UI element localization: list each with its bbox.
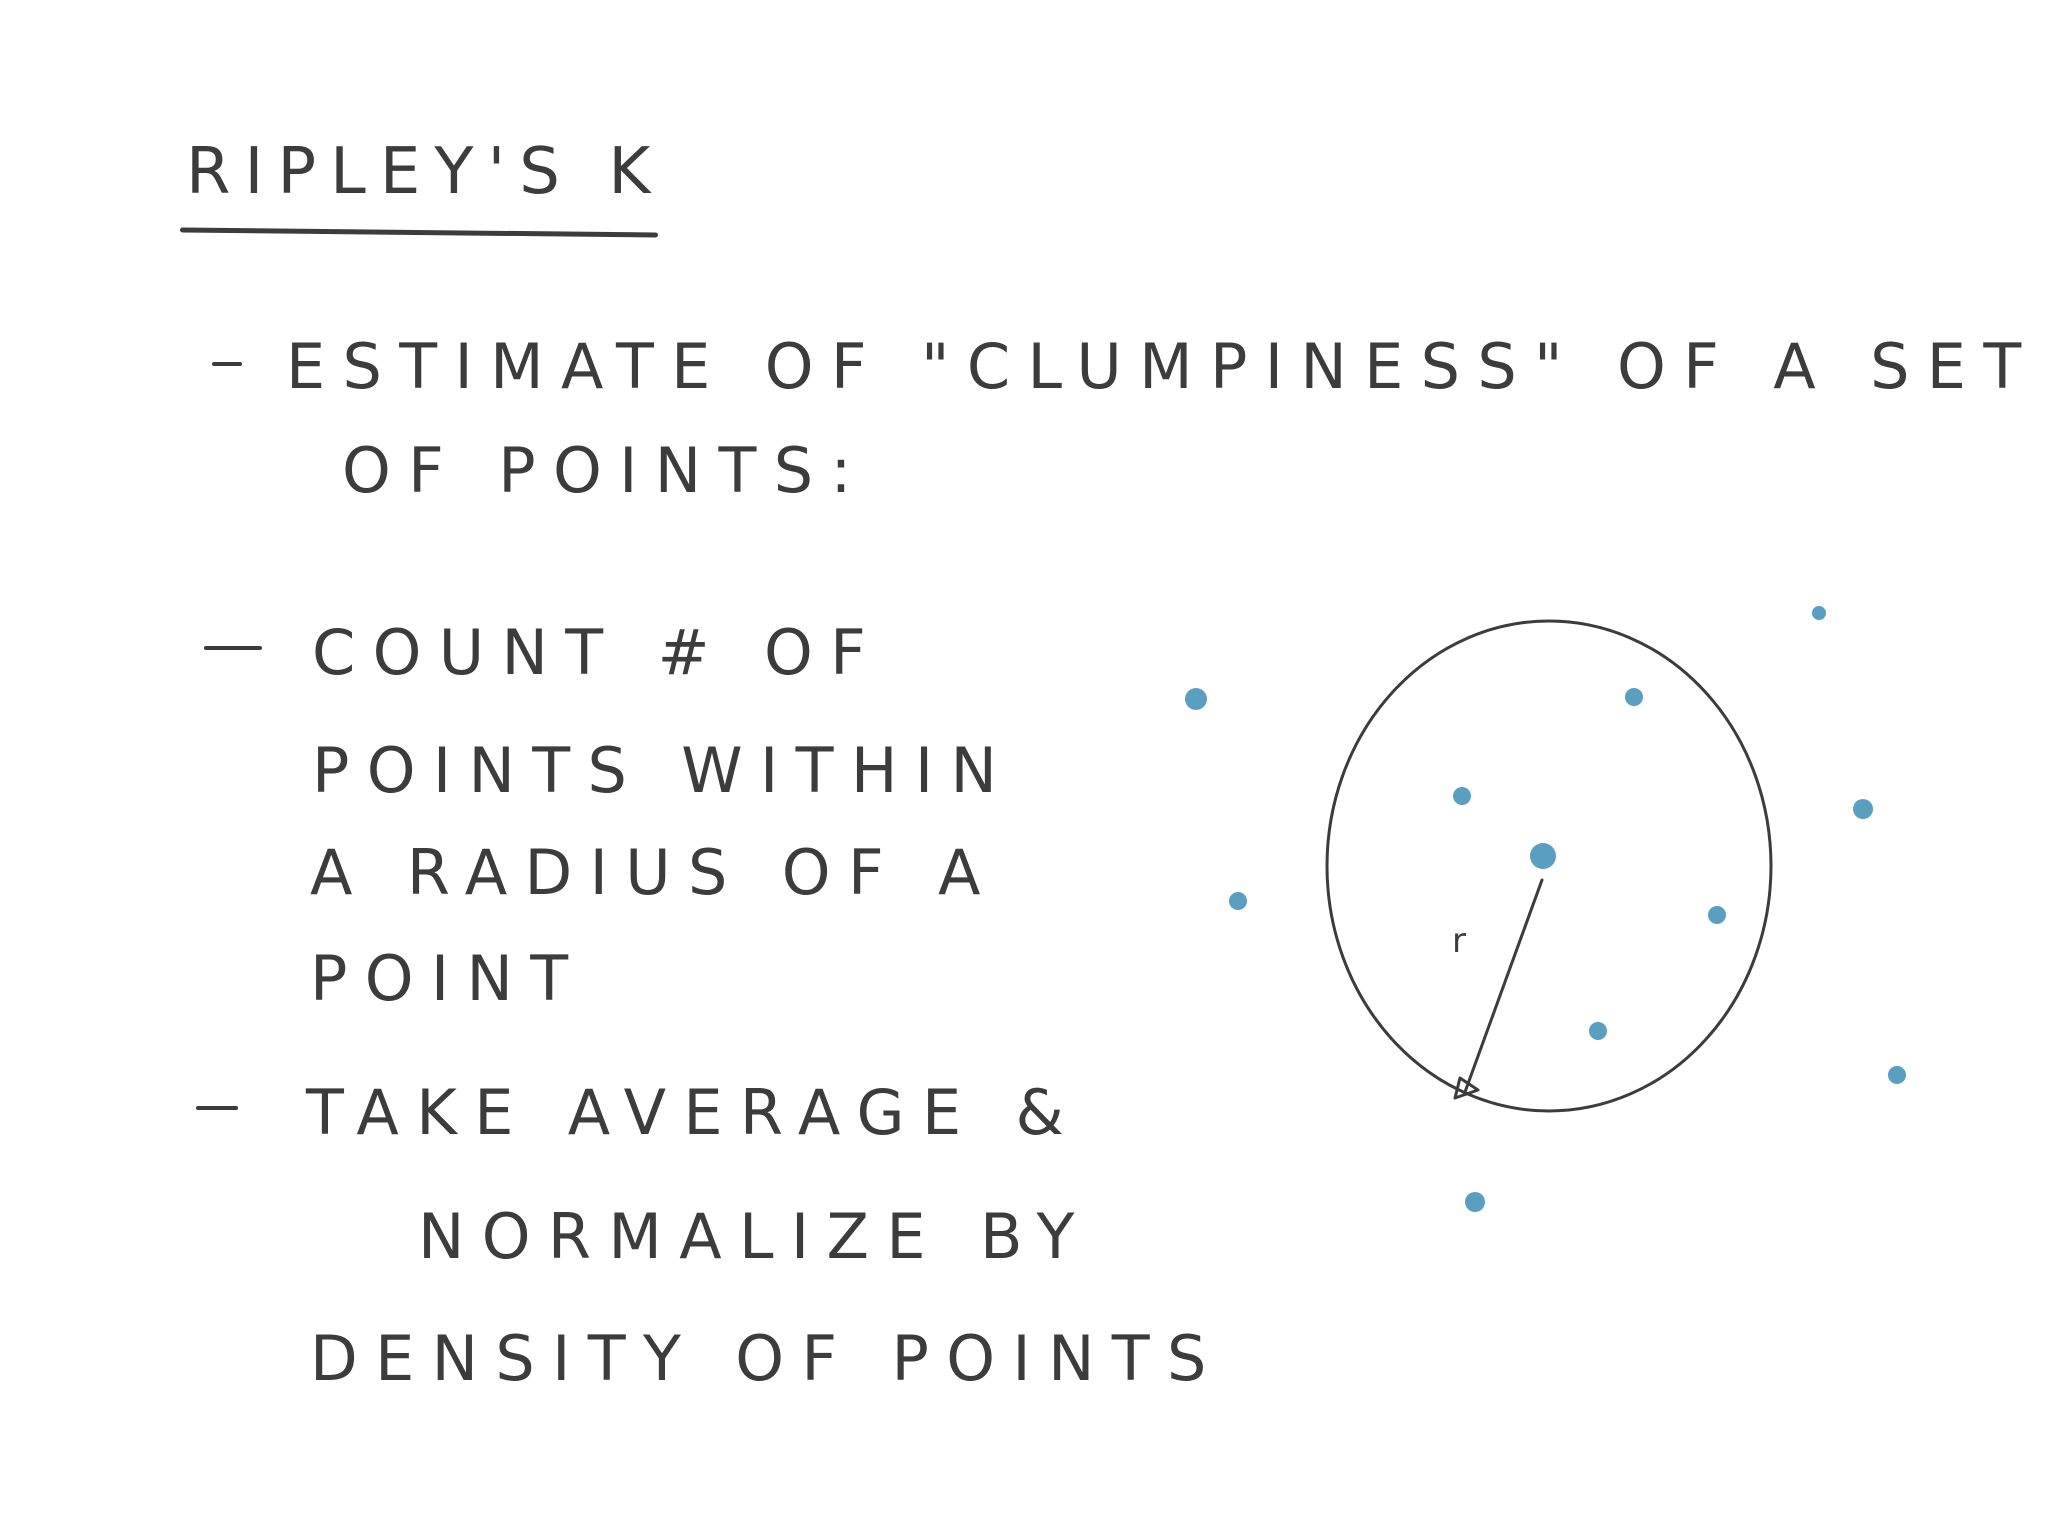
bullet-dash-2 <box>204 646 262 650</box>
radius-arrow-head <box>1453 1076 1480 1100</box>
point <box>1853 799 1873 819</box>
radius-arrow <box>1463 878 1544 1094</box>
bullet-2-line-4: POINT <box>310 942 586 1015</box>
radius-label: r <box>1452 921 1466 961</box>
point <box>1812 606 1826 620</box>
bullet-dash-1 <box>212 362 242 366</box>
radius-circle <box>1325 619 1773 1113</box>
bullet-2-line-1: COUNT # OF <box>312 616 884 689</box>
point <box>1625 688 1643 706</box>
points <box>1185 606 1906 1212</box>
center-point <box>1530 843 1556 869</box>
bullet-3-line-1: TAKE AVERAGE & <box>306 1076 1082 1149</box>
point <box>1708 906 1726 924</box>
bullet-1-line-1: ESTIMATE OF "CLUMPINESS" OF A SET <box>286 330 2039 403</box>
page-title: RIPLEY'S K <box>186 135 665 209</box>
bullet-3-line-3: DENSITY OF POINTS <box>310 1322 1224 1395</box>
bullet-3-line-2: NORMALIZE BY <box>418 1200 1092 1273</box>
bullet-2-line-2: POINTS WITHIN <box>312 734 1015 807</box>
point <box>1185 688 1207 710</box>
point <box>1229 892 1247 910</box>
point <box>1888 1066 1906 1084</box>
bullet-dash-3 <box>196 1106 238 1110</box>
point <box>1465 1192 1485 1212</box>
point <box>1453 787 1471 805</box>
bullet-2-line-3: A RADIUS OF A <box>310 836 998 909</box>
bullet-1-line-2: OF POINTS: <box>342 434 869 507</box>
point <box>1589 1022 1607 1040</box>
